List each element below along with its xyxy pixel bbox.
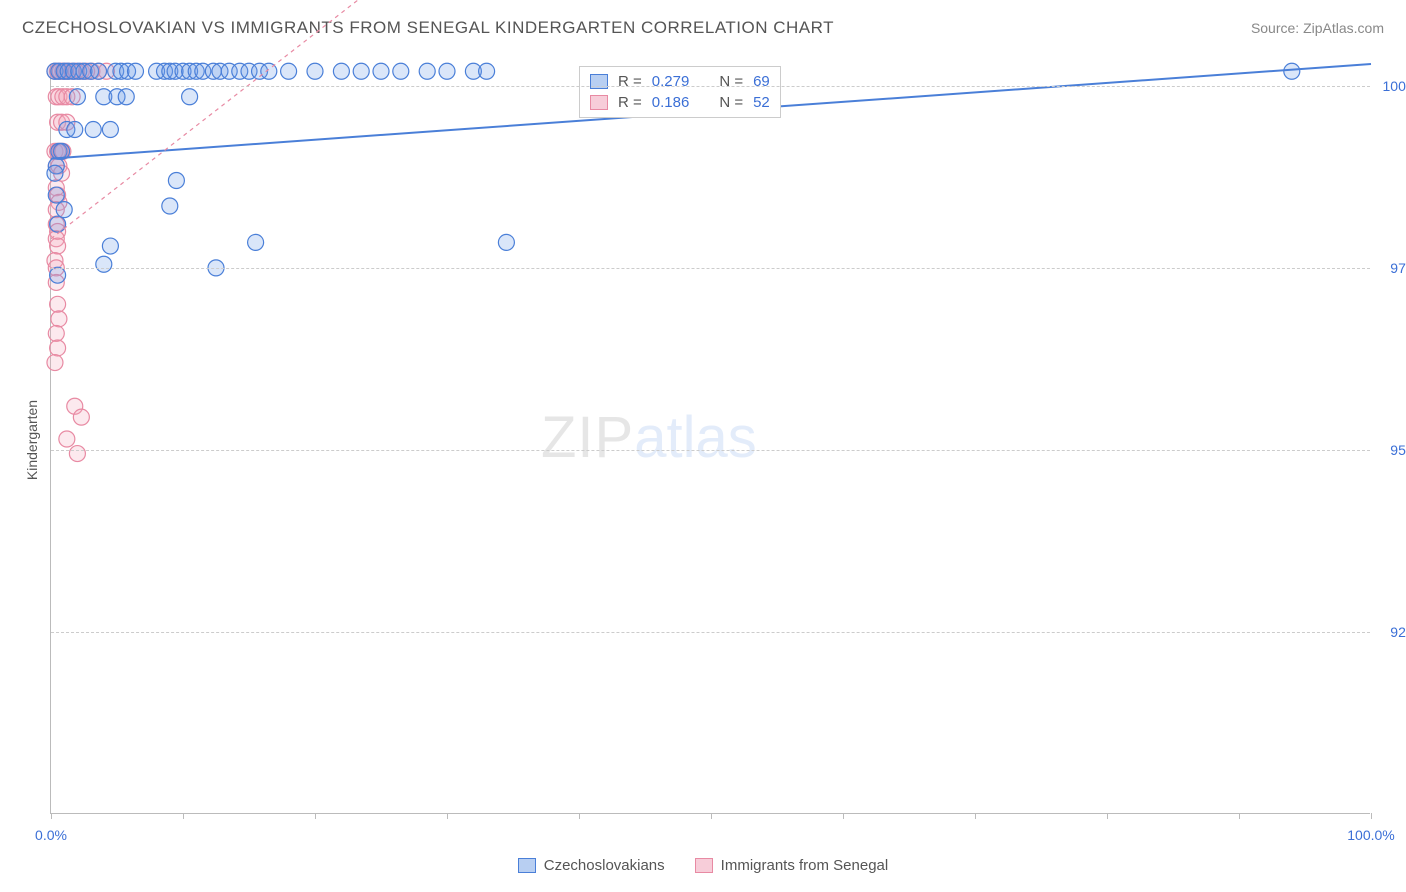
legend-item: Czechoslovakians [518, 857, 665, 874]
data-point [168, 173, 184, 189]
data-point [393, 63, 409, 79]
data-point [50, 296, 66, 312]
x-tick [711, 813, 712, 819]
stat-n-value: 69 [753, 73, 770, 90]
data-point [50, 340, 66, 356]
data-point [48, 187, 64, 203]
data-point [48, 325, 64, 341]
chart-title: CZECHOSLOVAKIAN VS IMMIGRANTS FROM SENEG… [22, 18, 834, 38]
x-tick [1371, 813, 1372, 819]
data-point [479, 63, 495, 79]
data-point [50, 216, 66, 232]
gridline [51, 632, 1370, 633]
data-point [96, 256, 112, 272]
x-tick [1239, 813, 1240, 819]
data-point [182, 89, 198, 105]
x-tick [975, 813, 976, 819]
stats-row: R = 0.279 N = 69 [590, 71, 770, 92]
header: CZECHOSLOVAKIAN VS IMMIGRANTS FROM SENEG… [22, 18, 1384, 38]
data-point [69, 89, 85, 105]
y-tick-label: 92.5% [1375, 624, 1406, 640]
stat-r-label: R = [618, 94, 642, 111]
data-point [353, 63, 369, 79]
stat-r-value: 0.186 [652, 94, 690, 111]
data-point [281, 63, 297, 79]
data-point [307, 63, 323, 79]
data-point [47, 355, 63, 371]
data-point [102, 122, 118, 138]
chart-svg [51, 64, 1370, 813]
y-tick-label: 97.5% [1375, 260, 1406, 276]
data-point [67, 122, 83, 138]
data-point [91, 63, 107, 79]
x-tick [1107, 813, 1108, 819]
plot-area: ZIPatlas R =0.279N =69R =0.186N =52 92.5… [50, 64, 1370, 814]
gridline [51, 450, 1370, 451]
x-tick-label: 100.0% [1347, 827, 1394, 843]
x-tick [315, 813, 316, 819]
y-axis-title: Kindergarten [24, 400, 40, 480]
data-point [73, 409, 89, 425]
data-point [69, 446, 85, 462]
stats-row: R = 0.186 N = 52 [590, 92, 770, 113]
stat-r-label: R = [618, 73, 642, 90]
data-point [59, 431, 75, 447]
x-tick-label: 0.0% [35, 827, 67, 843]
data-point [419, 63, 435, 79]
data-point [248, 234, 264, 250]
data-point [47, 165, 63, 181]
legend-item: Immigrants from Senegal [695, 857, 889, 874]
legend-swatch [590, 95, 608, 110]
legend-label: Immigrants from Senegal [721, 857, 889, 874]
data-point [127, 63, 143, 79]
chart-container: CZECHOSLOVAKIAN VS IMMIGRANTS FROM SENEG… [0, 0, 1406, 892]
x-tick [447, 813, 448, 819]
stat-r-value: 0.279 [652, 73, 690, 90]
x-tick [579, 813, 580, 819]
stat-n-label: N = [719, 73, 743, 90]
data-point [50, 238, 66, 254]
legend-swatch [695, 858, 713, 873]
data-point [102, 238, 118, 254]
x-tick [843, 813, 844, 819]
data-point [333, 63, 349, 79]
bottom-legend: Czechoslovakians Immigrants from Senegal [0, 857, 1406, 874]
data-point [498, 234, 514, 250]
stat-n-value: 52 [753, 94, 770, 111]
x-tick [183, 813, 184, 819]
gridline [51, 268, 1370, 269]
y-tick-label: 95.0% [1375, 442, 1406, 458]
gridline [51, 86, 1370, 87]
data-point [50, 267, 66, 283]
legend-label: Czechoslovakians [544, 857, 665, 874]
stat-n-label: N = [719, 94, 743, 111]
data-point [439, 63, 455, 79]
source-label: Source: ZipAtlas.com [1251, 20, 1384, 36]
data-point [51, 311, 67, 327]
y-tick-label: 100.0% [1375, 78, 1406, 94]
data-point [162, 198, 178, 214]
data-point [373, 63, 389, 79]
stats-box: R = 0.279 N = 69 R = 0.186 N = 52 [579, 66, 781, 118]
data-point [118, 89, 134, 105]
legend-swatch [518, 858, 536, 873]
data-point [1284, 63, 1300, 79]
data-point [85, 122, 101, 138]
x-tick [51, 813, 52, 819]
data-point [56, 202, 72, 218]
